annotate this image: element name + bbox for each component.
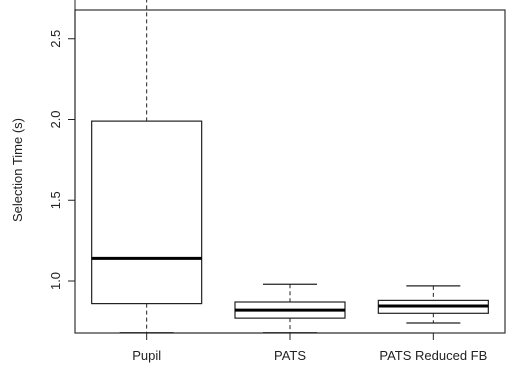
- box-2: [234, 283, 346, 334]
- y-tick-label: 1.0: [48, 272, 63, 290]
- iqr-box: [91, 120, 203, 305]
- box-1: [91, 0, 203, 334]
- x-axis: Pupil PATS PATS Reduced FB: [132, 332, 487, 363]
- y-tick-label: 1.5: [48, 191, 63, 209]
- x-category-label: Pupil: [132, 348, 161, 363]
- y-tick-label: 2.0: [48, 110, 63, 128]
- box-3: [377, 285, 489, 324]
- y-tick-label: 2.5: [48, 30, 63, 48]
- y-axis-title: Selection Time (s): [10, 118, 25, 222]
- boxes-layer: [91, 0, 489, 334]
- x-category-label: PATS: [274, 348, 306, 363]
- y-axis: 1.01.52.02.53.0: [48, 0, 76, 290]
- x-category-label: PATS Reduced FB: [379, 348, 487, 363]
